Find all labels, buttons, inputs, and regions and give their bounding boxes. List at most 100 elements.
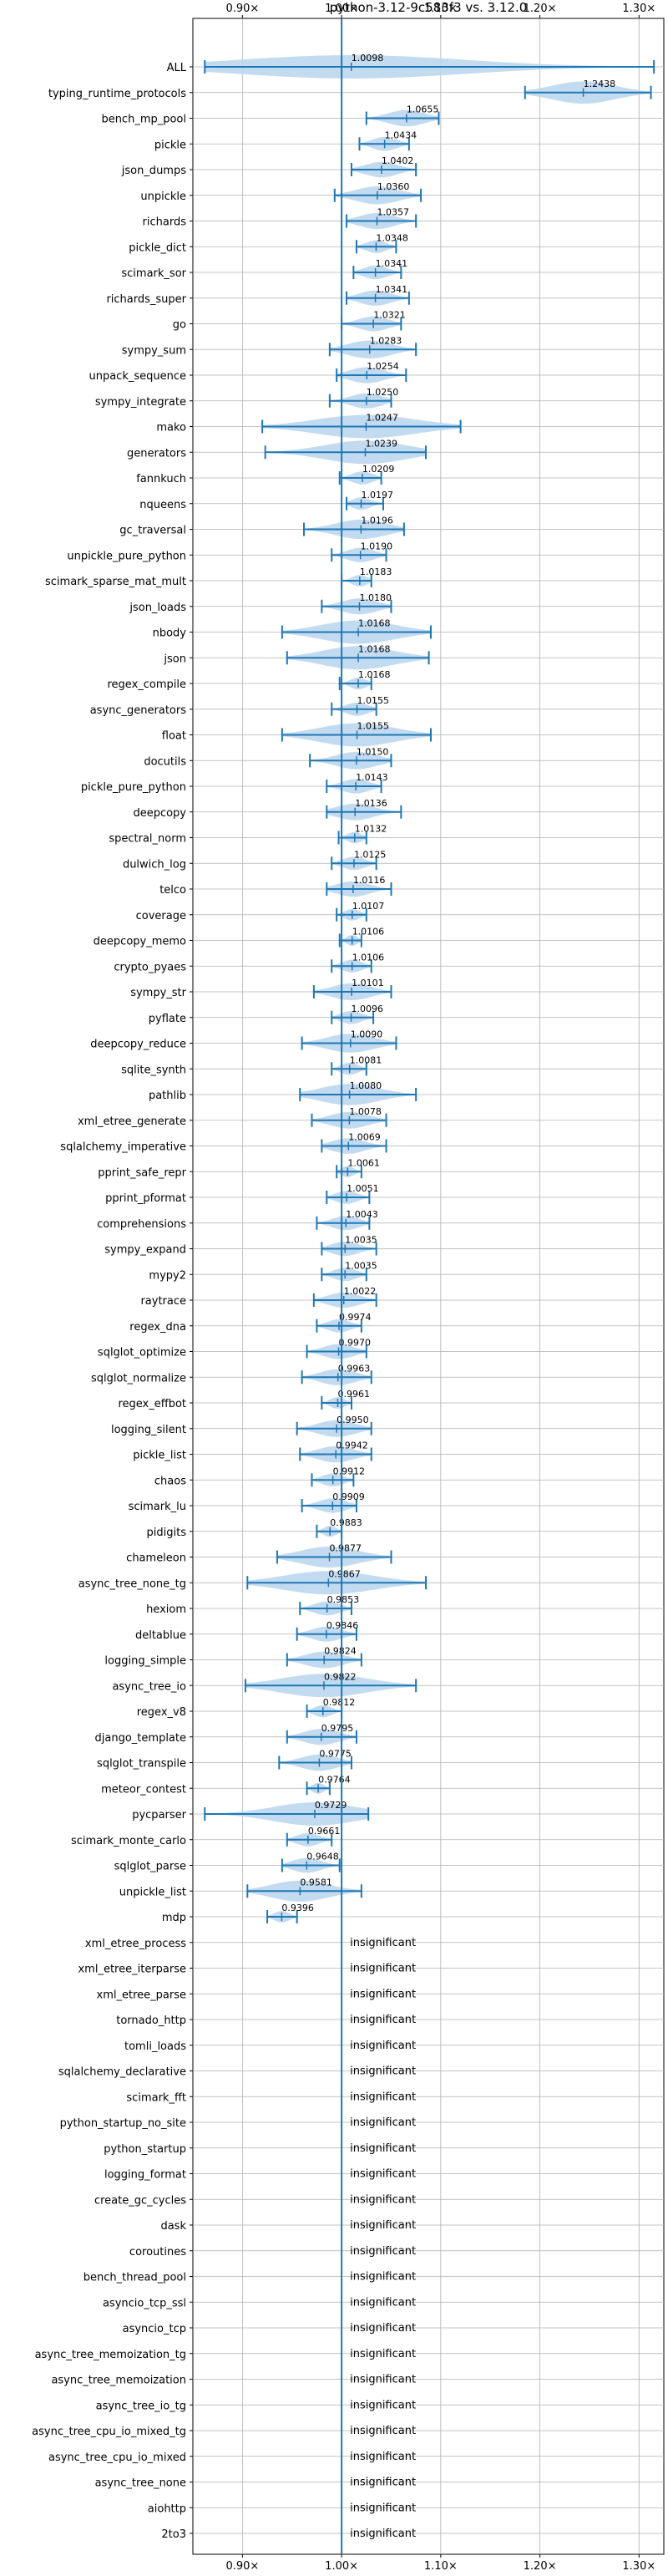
value-label: 0.9961 [337,1389,370,1400]
benchmark-label: unpickle_list [119,1886,186,1898]
benchmark-label: mdp [162,1912,186,1924]
benchmark-row: sqlalchemy_declarative insignificant [58,2065,416,2079]
benchmark-label: scimark_sparse_mat_mult [45,576,186,588]
benchmark-label: logging_simple [104,1655,186,1668]
benchmark-row: tomli_loads insignificant [124,2040,416,2053]
benchmark-label: json_loads [129,602,186,614]
benchmark-label: async_tree_cpu_io_mixed_tg [32,2426,186,2438]
insignificant-label: insignificant [350,2425,416,2437]
value-label: 1.0098 [352,53,384,64]
insignificant-label: insignificant [350,2296,416,2309]
x-tick-label-bottom: 1.30× [622,2560,655,2573]
insignificant-label: insignificant [350,2193,416,2206]
benchmark-label: docutils [144,755,186,768]
benchmark-label: sqlalchemy_imperative [60,1141,186,1154]
value-label: 0.9824 [324,1646,357,1657]
benchmark-row: nbody 1.0168 [153,618,432,644]
benchmark-label: pickle_dict [129,241,186,254]
benchmark-row: bench_mp_pool 1.0655 [101,104,440,127]
value-label: 0.9775 [319,1749,352,1760]
x-tick-label-bottom: 0.90× [225,2560,259,2573]
benchmark-row: mako 1.0247 [156,413,462,439]
benchmark-row: async_tree_io 0.9822 [112,1671,418,1698]
benchmark-label: comprehensions [97,1218,186,1231]
benchmark-label: async_tree_memoization_tg [35,2349,186,2361]
benchmark-row: deepcopy_memo 1.0106 [94,927,385,948]
value-label: 0.9883 [330,1517,362,1528]
benchmark-row: json_loads 1.0180 [129,592,392,615]
benchmark-label: ALL [167,62,187,74]
benchmark-label: sqlglot_parse [114,1861,186,1873]
benchmark-row: regex_effbot 0.9961 [118,1389,370,1410]
benchmark-label: async_tree_io_tg [96,2400,186,2412]
benchmark-label: json_dumps [121,165,186,177]
benchmark-label: asyncio_tcp_ssl [103,2297,186,2309]
value-label: 1.0168 [358,669,391,680]
benchmark-row: sqlglot_optimize 0.9970 [98,1338,371,1359]
benchmark-label: telco [159,884,186,897]
benchmark-label: pickle_pure_python [81,781,186,794]
benchmark-label: nbody [153,627,187,640]
benchmark-row: richards 1.0357 [143,207,418,230]
benchmark-label: chaos [154,1475,186,1487]
benchmark-label: sympy_sum [122,344,186,357]
value-label: 1.0239 [365,438,397,449]
x-tick-label-bottom: 1.00× [325,2560,358,2573]
benchmark-label: sqlglot_optimize [98,1347,186,1359]
value-label: 1.0155 [357,695,390,706]
benchmark-label: sqlglot_transpile [97,1758,186,1771]
insignificant-label: insignificant [350,1963,416,1975]
benchmark-row: gc_traversal 1.0196 [119,516,405,540]
benchmark-label: richards [143,216,187,229]
benchmark-label: tornado_http [116,2015,186,2027]
benchmark-label: async_generators [90,704,187,717]
benchmark-row: pathlib 1.0080 [149,1080,418,1105]
benchmark-row: hexiom 0.9853 [146,1594,359,1616]
benchmark-label: deepcopy_reduce [90,1039,186,1051]
value-label: 1.0402 [382,155,414,166]
benchmark-label: go [173,319,186,332]
benchmark-label: unpickle [140,191,186,203]
benchmark-row: deepcopy_reduce 1.0090 [90,1029,397,1053]
value-label: 0.9822 [324,1671,357,1682]
benchmark-row: async_tree_memoization_tg insignificant [35,2348,416,2361]
benchmark-label: regex_v8 [137,1706,186,1719]
value-label: 1.0434 [385,130,418,140]
benchmark-label: bench_thread_pool [84,2272,186,2284]
value-label: 1.0283 [370,335,402,346]
value-label: 1.0150 [357,746,389,757]
benchmark-label: bench_mp_pool [101,114,186,126]
benchmark-row: pickle 1.0434 [154,130,417,151]
insignificant-label: insignificant [350,2091,416,2103]
benchmark-label: float [162,730,186,743]
benchmark-label: logging_silent [111,1424,186,1436]
benchmark-row: spectral_norm 1.0132 [109,824,387,846]
benchmark-label: python_startup [104,2143,186,2156]
insignificant-label: insignificant [350,2116,416,2129]
benchmark-row: scimark_fft insignificant [126,2091,416,2104]
benchmark-label: deltablue [135,1629,186,1642]
value-label: 0.9853 [327,1594,360,1605]
insignificant-label: insignificant [350,2322,416,2335]
value-label: 0.9795 [321,1723,354,1734]
benchmark-label: pprint_safe_repr [98,1166,186,1179]
insignificant-label: insignificant [350,2219,416,2232]
value-label: 1.0043 [346,1209,378,1220]
benchmark-row: float 1.0155 [162,721,432,747]
benchmark-label: pathlib [149,1090,186,1102]
benchmark-row: sqlite_synth 1.0081 [121,1054,382,1076]
value-label: 1.0341 [376,258,408,269]
benchmark-row: scimark_sparse_mat_mult 1.0183 [45,567,392,588]
value-label: 1.0125 [354,849,387,860]
x-tick-label-bottom: 1.20× [524,2560,557,2573]
benchmark-row: docutils 1.0150 [144,746,392,770]
x-tick-label-top: 1.00× [325,3,358,15]
benchmark-label: async_tree_cpu_io_mixed [48,2452,186,2464]
insignificant-label: insignificant [350,2477,416,2489]
value-label: 0.9396 [281,1903,314,1913]
benchmark-row: xml_etree_parse insignificant [97,1988,417,2001]
value-label: 0.9661 [308,1826,341,1837]
benchmark-label: mako [156,422,186,434]
benchmark-row: scimark_sor 1.0341 [121,258,407,280]
value-label: 1.0136 [355,798,387,809]
